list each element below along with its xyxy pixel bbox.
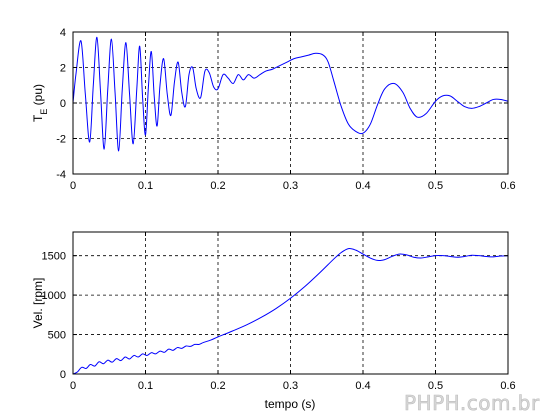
torque-plot-grid (73, 32, 508, 174)
torque-plot-line (72, 36, 509, 152)
x-tick-label: 0 (70, 180, 76, 192)
torque-ylabel-subscript: E (39, 109, 49, 115)
y-tick-label: -4 (56, 169, 66, 181)
x-tick-label: 0.3 (283, 380, 298, 392)
speed-plot: 0 0.1 0.2 0.3 0.4 0.5 0.6 0 500 1000 1500 Vel. [rp… (31, 231, 516, 411)
x-tick-label: 0.2 (210, 180, 225, 192)
speed-plot-line (72, 247, 509, 375)
x-tick-label: 0.2 (210, 380, 225, 392)
y-tick-label: 2 (60, 63, 66, 75)
series-line (72, 247, 509, 375)
x-tick-label: 0.4 (355, 180, 370, 192)
x-tick-label: 0.1 (138, 180, 153, 192)
y-tick-label: 0 (60, 369, 66, 381)
watermark-text: PHPH.com.br (404, 391, 540, 415)
x-tick-label: 0.3 (283, 180, 298, 192)
x-tick-label: 0 (70, 380, 76, 392)
y-tick-label: 1000 (42, 290, 66, 302)
x-tick-label: 0.5 (428, 380, 443, 392)
speed-plot-ticks: 0 0.1 0.2 0.3 0.4 0.5 0.6 0 500 1000 1500 (42, 232, 516, 392)
torque-plot-ylabel: TE (pu) (31, 84, 49, 122)
y-tick-label: 4 (60, 27, 66, 39)
y-tick-label: 500 (48, 330, 66, 342)
torque-plot-ticks: 0 0.1 0.2 0.3 0.4 0.5 0.6 -4 -2 0 2 4 (56, 27, 515, 192)
x-tick-label: 0.4 (355, 380, 370, 392)
torque-ylabel-main: T (31, 114, 45, 122)
speed-plot-xlabel: tempo (s) (265, 397, 316, 411)
x-tick-label: 0.6 (500, 180, 515, 192)
y-tick-label: -2 (56, 134, 66, 146)
y-tick-label: 0 (60, 98, 66, 110)
x-tick-label: 0.1 (138, 380, 153, 392)
speed-plot-grid (73, 232, 508, 374)
y-tick-label: 1500 (42, 251, 66, 263)
series-line (72, 36, 509, 152)
speed-plot-ylabel: Vel. [rpm] (31, 278, 45, 329)
torque-ylabel-unit: (pu) (31, 84, 45, 109)
torque-plot: 0 0.1 0.2 0.3 0.4 0.5 0.6 -4 -2 0 2 4 TE (pu) (31, 27, 516, 192)
x-tick-label: 0.5 (428, 180, 443, 192)
x-tick-label: 0.6 (500, 380, 515, 392)
